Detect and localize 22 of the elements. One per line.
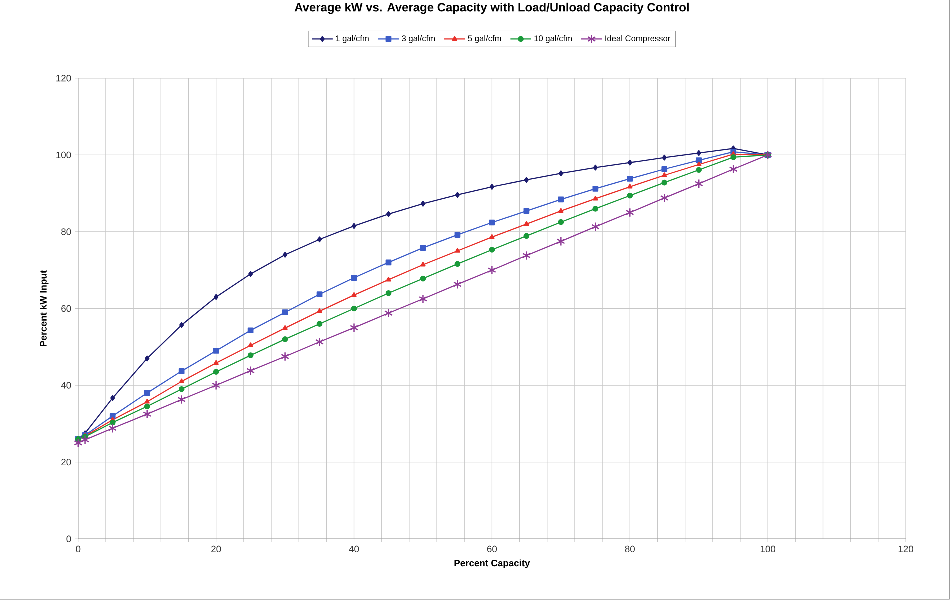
chart-title: Average kW vs. Average Capacity with Load/Unload Capacity Control [294,3,689,14]
y-tick-label: 120 [56,75,72,82]
legend-label: 10 gal/cfm [534,36,572,44]
legend-label: 3 gal/cfm [402,36,436,44]
y-tick-label: 20 [62,459,72,466]
y-axis-title: Percent kW Input [40,270,49,347]
y-tick-label: 100 [56,152,72,159]
x-tick-label: 100 [760,546,776,553]
y-tick-label: 60 [62,306,72,312]
legend-label: Ideal Compressor [606,36,671,44]
x-tick-label: 0 [76,546,81,553]
x-tick-label: 40 [349,546,360,553]
legend-label: 1 gal/cfm [336,36,369,44]
x-tick-label: 80 [625,546,635,553]
x-tick-label: 120 [898,546,914,553]
y-tick-label: 80 [62,228,72,236]
x-axis-title: Percent Capacity [454,560,530,569]
x-tick-label: 20 [212,546,222,553]
x-tick-label: 60 [487,546,498,553]
y-tick-label: 40 [61,382,72,389]
legend-label: 5 gal/cfm [468,36,502,44]
y-tick-label: 0 [66,536,72,543]
